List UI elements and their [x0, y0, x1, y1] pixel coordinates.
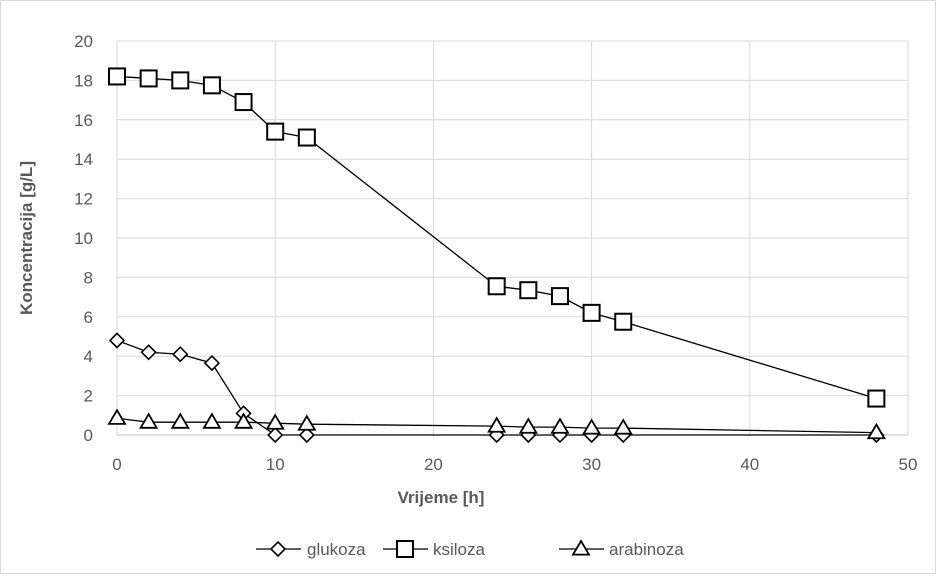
data-point-arabinoza	[170, 412, 190, 429]
x-tick-label: 0	[112, 455, 121, 474]
y-axis-title: Koncentracija [g/L]	[17, 161, 36, 315]
data-point-arabinoza	[550, 417, 570, 434]
legend-item-ksiloza: ksiloza	[383, 540, 486, 559]
data-point-arabinoza	[265, 413, 285, 430]
y-tick-label: 18	[74, 71, 93, 90]
data-point-arabinoza	[297, 414, 317, 431]
data-point-ksiloza	[550, 287, 569, 306]
data-point-arabinoza	[487, 416, 507, 433]
data-point-arabinoza	[107, 408, 127, 425]
series-group	[107, 67, 886, 444]
x-tick-label: 20	[424, 455, 443, 474]
gridlines	[117, 40, 909, 435]
y-tick-label: 6	[84, 308, 93, 327]
data-point-arabinoza	[233, 412, 254, 429]
x-tick-label: 50	[899, 455, 918, 474]
data-point-glukoza	[267, 426, 284, 444]
x-tick-label: 30	[582, 455, 601, 474]
tick-labels: 0 2 4 6 8 10 12 14 16 18 20 0 10 20 30 40 50	[74, 32, 917, 474]
y-tick-label: 2	[84, 387, 93, 406]
y-tick-label: 0	[84, 426, 93, 445]
y-tick-label: 16	[74, 111, 93, 130]
legend-item-glukoza: glukoza	[256, 540, 366, 559]
data-point-ksiloza	[108, 67, 126, 86]
y-tick-label: 8	[84, 268, 93, 287]
y-tick-label: 20	[74, 32, 93, 51]
data-point-glukoza	[140, 344, 157, 361]
data-point-ksiloza	[867, 389, 886, 408]
legend: glukoza ksiloza arabinoza	[256, 539, 684, 559]
legend-item-arabinoza: arabinoza	[559, 539, 684, 559]
data-point-ksiloza	[614, 312, 633, 331]
data-point-arabinoza	[613, 418, 633, 435]
x-tick-label: 10	[266, 455, 285, 474]
data-point-ksiloza	[266, 122, 285, 141]
legend-label: glukoza	[307, 540, 366, 559]
legend-marker-triangle	[571, 539, 591, 556]
legend-label: arabinoza	[609, 540, 684, 559]
data-point-ksiloza	[582, 303, 601, 322]
data-point-ksiloza	[519, 281, 538, 300]
data-point-arabinoza	[202, 412, 222, 429]
data-point-arabinoza	[866, 422, 886, 440]
legend-marker-square	[396, 540, 414, 558]
y-tick-label: 10	[74, 229, 93, 248]
data-point-ksiloza	[139, 69, 158, 88]
series-ksiloza	[108, 67, 886, 408]
data-point-glukoza	[172, 346, 189, 363]
data-point-glukoza	[298, 426, 315, 444]
legend-label: ksiloza	[433, 540, 486, 559]
data-point-glukoza	[203, 354, 221, 372]
data-point-ksiloza	[297, 128, 316, 147]
data-point-ksiloza	[202, 76, 221, 95]
legend-marker-diamond	[269, 540, 287, 558]
x-axis-title: Vrijeme [h]	[398, 488, 485, 507]
data-point-arabinoza	[582, 418, 602, 435]
data-point-ksiloza	[234, 93, 253, 112]
data-point-arabinoza	[518, 417, 538, 434]
data-point-glukoza	[108, 332, 126, 349]
data-point-arabinoza	[139, 412, 159, 429]
x-tick-label: 40	[740, 455, 759, 474]
y-tick-label: 4	[84, 347, 93, 366]
y-tick-label: 14	[74, 150, 93, 169]
series-arabinoza	[107, 408, 886, 440]
y-tick-label: 12	[74, 190, 93, 209]
data-point-ksiloza	[487, 277, 506, 296]
data-point-ksiloza	[171, 71, 190, 90]
